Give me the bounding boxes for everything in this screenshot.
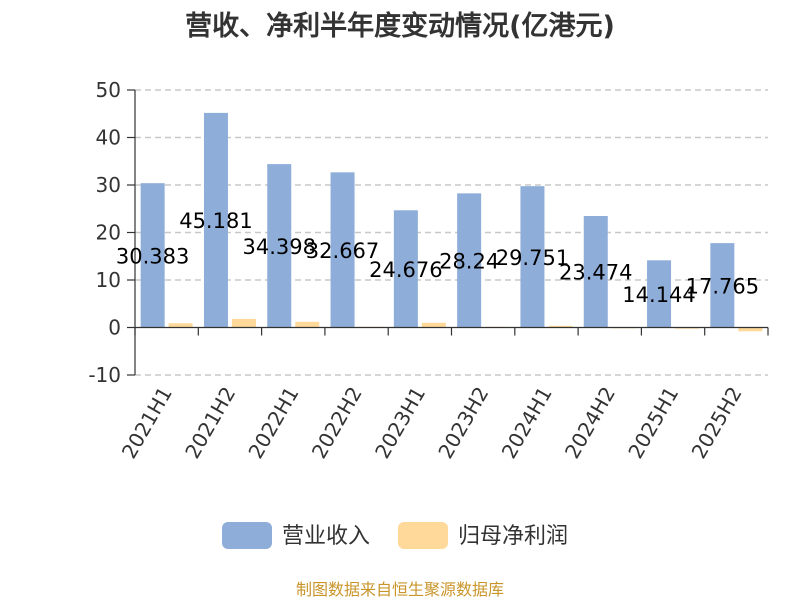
data-label-revenue: 32.667 xyxy=(306,239,379,263)
bar-revenue xyxy=(203,112,228,328)
bar-net-profit xyxy=(295,321,320,328)
x-tick-label: 2024H1 xyxy=(497,383,557,463)
data-label-revenue: 45.181 xyxy=(179,209,252,233)
x-tick-label: 2022H2 xyxy=(307,383,367,463)
data-label-revenue: 28.24 xyxy=(439,249,499,273)
y-tick-label: 0 xyxy=(108,316,121,340)
x-tick-label: 2023H1 xyxy=(370,383,430,463)
y-tick-label: 40 xyxy=(96,126,121,150)
legend: 营业收入 归母净利润 xyxy=(222,522,568,549)
axes xyxy=(134,90,769,375)
bar-net-profit xyxy=(738,327,763,332)
legend-item-net-profit-label: 归母净利润 xyxy=(458,524,568,549)
data-label-revenue: 29.751 xyxy=(496,246,569,270)
y-tick-label: -10 xyxy=(88,363,121,387)
bar-revenue xyxy=(140,183,165,328)
y-axis-ticks: 50 40 30 20 10 0 -10 xyxy=(88,78,135,387)
legend-item-revenue-swatch xyxy=(222,522,272,549)
legend-item-revenue-label: 营业收入 xyxy=(282,524,370,549)
data-labels: 30.383 45.18134.39832.66724.67628.2429.75… xyxy=(116,209,759,307)
bar-revenue xyxy=(710,243,735,328)
bar-net-profit xyxy=(421,322,446,328)
data-label-revenue: 17.765 xyxy=(686,274,759,298)
data-label-revenue: 34.398 xyxy=(243,235,316,259)
bars xyxy=(140,112,763,332)
bar-revenue xyxy=(393,210,418,328)
x-tick-label: 2021H1 xyxy=(117,383,177,463)
bar-net-profit xyxy=(548,325,573,328)
x-axis-labels: 2021H1 2021H2 2022H1 2022H2 2023H1 2023H2 2024… xyxy=(117,383,747,463)
data-label-revenue: 24.676 xyxy=(369,258,442,282)
bar-revenue xyxy=(330,172,355,328)
x-tick-label: 2025H1 xyxy=(623,383,683,463)
y-tick-label: 20 xyxy=(96,221,121,245)
bar-net-profit xyxy=(168,323,193,328)
bar-revenue xyxy=(267,164,292,328)
x-tick-label: 2025H2 xyxy=(687,383,747,463)
x-tick-label: 2023H2 xyxy=(433,383,493,463)
x-tick-label: 2022H1 xyxy=(243,383,303,463)
legend-item-net-profit-swatch xyxy=(398,522,448,549)
x-tick-label: 2024H2 xyxy=(560,383,620,463)
y-tick-label: 50 xyxy=(96,78,121,102)
x-tick-label: 2021H2 xyxy=(180,383,240,463)
y-tick-label: 30 xyxy=(96,173,121,197)
chart-title: 营收、净利半年度变动情况(亿港元) xyxy=(185,10,615,42)
data-label-revenue: 30.383 xyxy=(116,244,189,268)
data-label-revenue: 14.144 xyxy=(622,283,695,307)
source-note: 制图数据来自恒生聚源数据库 xyxy=(296,580,504,599)
bar-revenue xyxy=(520,186,545,328)
y-tick-label: 10 xyxy=(96,268,121,292)
grid-lines xyxy=(135,89,768,376)
bar-net-profit xyxy=(231,318,256,328)
data-label-revenue: 23.474 xyxy=(559,261,632,285)
bar-revenue xyxy=(457,193,482,328)
bar-revenue xyxy=(583,215,608,328)
bar-revenue xyxy=(647,260,672,328)
